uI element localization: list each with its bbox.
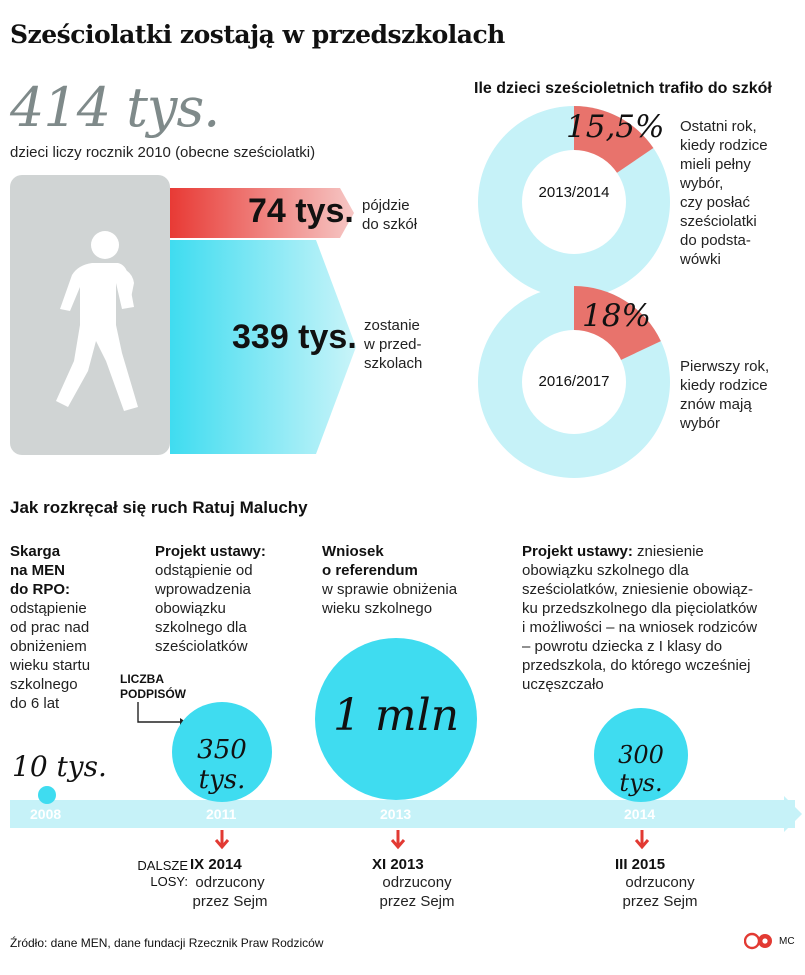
source-note: Źródło: dane MEN, dane fundacji Rzecznik… — [10, 936, 324, 950]
donut-2016-value: 18% — [582, 298, 651, 334]
to-school-label: pójdzie do szkół — [362, 197, 418, 233]
timeline-bar — [10, 800, 795, 828]
year-2013: 2013 — [380, 806, 412, 822]
donut-chart-2016 — [478, 286, 670, 478]
fate-arrow-2011-icon — [214, 830, 230, 850]
walking-child-panel — [10, 175, 170, 455]
fate-2014: III 2015 odrzucony przez Sejm — [615, 856, 698, 910]
fate-2013: XI 2013 odrzucony przez Sejm — [372, 856, 455, 910]
publisher-logo-icon — [744, 932, 772, 950]
walking-child-icon — [56, 231, 138, 411]
year-2011: 2011 — [206, 806, 237, 822]
fates-label: DALSZE LOSY: — [137, 858, 188, 889]
bubble-2008-label: 10 tys. — [12, 750, 107, 783]
main-title: Sześciolatki zostają w przedszkolach — [10, 20, 505, 49]
cohort-caption: dzieci liczy rocznik 2010 (obecne sześci… — [10, 144, 316, 161]
timeline-title: Jak rozkręcał się ruch Ratuj Maluchy — [10, 498, 308, 517]
event-2011: Projekt ustawy: odstąpienie od wprowadze… — [155, 543, 266, 655]
timeline-arrowhead — [784, 796, 802, 832]
cohort-total: 414 tys. — [10, 76, 220, 139]
bubble-2014 — [594, 708, 688, 802]
year-2014: 2014 — [624, 806, 656, 822]
stay-label: zostanie w przed- szkolach — [364, 317, 423, 372]
donut-2016-year: 2016/2017 — [538, 373, 610, 390]
year-2008: 2008 — [30, 806, 62, 822]
to-school-arrow — [170, 188, 354, 238]
bubble-2011 — [172, 702, 272, 802]
donut-2013-value: 15,5% — [566, 109, 665, 145]
donut-section-title: Ile dzieci sześcioletnich trafiło do szk… — [474, 80, 772, 97]
donut-2013-note: Ostatni rok, kiedy rodzice mieli pełny w… — [680, 118, 768, 268]
donut-2016-note: Pierwszy rok, kiedy rodzice znów mają wy… — [680, 358, 770, 432]
stay-value: 339 tys. — [232, 318, 357, 356]
event-2008: Skarga na MEN do RPO: odstąpienie od pra… — [10, 543, 91, 712]
donut-chart-2013 — [478, 106, 670, 298]
fate-2011: IX 2014 odrzucony przez Sejm — [190, 856, 268, 910]
fate-arrow-2013-icon — [390, 830, 406, 850]
author-credit: MC — [779, 936, 795, 947]
event-2014: Projekt ustawy: zniesienie obowiązku szk… — [522, 543, 758, 693]
event-2013: Wniosek o referendum w sprawie obniżenia… — [322, 543, 458, 617]
signatures-label: LICZBA PODPISÓW — [120, 672, 187, 701]
bubble-2008 — [38, 786, 56, 804]
donut-2013-hole — [522, 150, 626, 254]
bubble-2011-label: 350 tys. — [197, 735, 247, 795]
stay-arrow — [170, 240, 356, 454]
bubble-2014-label: 300 tys. — [618, 741, 664, 797]
donut-2016-hole — [522, 330, 626, 434]
to-school-value: 74 tys. — [248, 192, 354, 230]
bubble-2013 — [315, 638, 477, 800]
bubble-2013-label: 1 mln — [332, 690, 460, 741]
fate-arrow-2014-icon — [634, 830, 650, 850]
donut-2013-year: 2013/2014 — [538, 184, 610, 201]
